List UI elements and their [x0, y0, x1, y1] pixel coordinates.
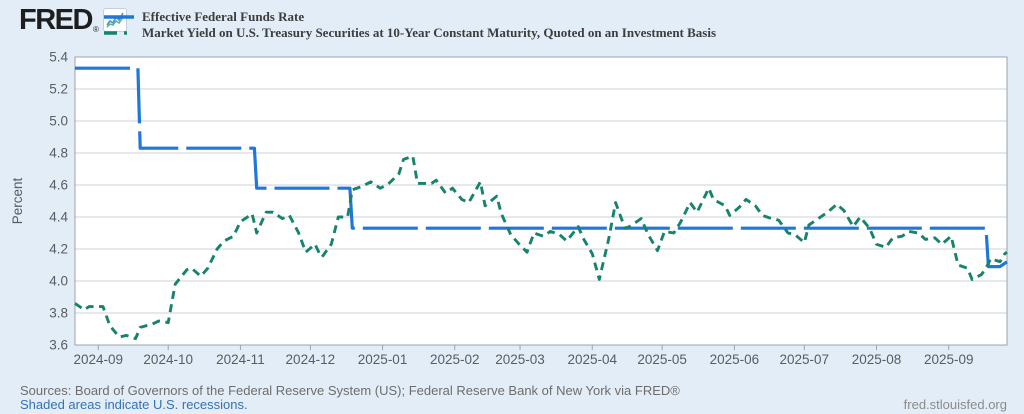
chart-legend: Effective Federal Funds Rate Market Yiel…: [103, 9, 716, 41]
chart-canvas: 3.6 3.8 4.0 4.2 4.4 4.6 4.8 5.0 5.2 5.4 2024-09 202…: [10, 50, 1008, 367]
legend-item-dgs10: Market Yield on U.S. Treasury Securities…: [103, 25, 716, 41]
x-tick-label: 2024-09: [74, 352, 124, 367]
fred-logo[interactable]: FRED ®: [19, 6, 127, 35]
y-tick-label: 4.8: [49, 146, 68, 161]
x-tick-label: 2025-01: [358, 352, 408, 367]
x-tick-label: 2025-05: [637, 352, 687, 367]
series-line-10-year-treasury-yield: [74, 154, 1008, 341]
legend-label-dgs10: Market Yield on U.S. Treasury Securities…: [142, 25, 717, 40]
fred-site-link[interactable]: fred.stlouisfed.org: [903, 397, 1007, 412]
fred-logo-text: FRED: [19, 4, 93, 36]
y-tick-label: 4.4: [49, 210, 68, 225]
y-tick-label: 3.6: [49, 338, 68, 353]
plot-border: [74, 56, 1008, 346]
y-tick-label: 5.4: [49, 50, 68, 65]
y-tick-label: 4.6: [49, 178, 68, 193]
recessions-note-link[interactable]: Shaded areas indicate U.S. recessions.: [20, 397, 248, 412]
x-tick-label: 2025-08: [852, 352, 902, 367]
y-tick-label: 5.0: [49, 114, 68, 129]
x-tick-label: 2025-04: [567, 352, 617, 367]
y-tick-label: 4.0: [49, 274, 68, 289]
x-tick-label: 2025-09: [924, 352, 974, 367]
x-tick-label: 2025-07: [780, 352, 830, 367]
fred-sparkline-icon: [102, 8, 127, 32]
legend-swatch-solid-line: [104, 15, 134, 19]
series-line-effective-federal-funds-rate: [75, 66, 1008, 269]
y-axis-title: Percent: [10, 177, 25, 224]
y-tick-label: 5.2: [49, 82, 68, 97]
sources-note: Sources: Board of Governors of the Feder…: [20, 383, 680, 398]
x-tick-label: 2025-02: [430, 352, 480, 367]
y-tick-label: 3.8: [49, 306, 68, 321]
x-tick-label: 2024-11: [216, 352, 265, 367]
x-tick-label: 2024-12: [286, 352, 336, 367]
x-tick-label: 2024-10: [143, 352, 193, 367]
legend-label-effr: Effective Federal Funds Rate: [142, 9, 305, 24]
x-tick-label: 2025-03: [495, 352, 545, 367]
legend-item-effr: Effective Federal Funds Rate: [103, 9, 716, 25]
y-tick-label: 4.2: [49, 242, 68, 257]
fred-logo-registered-mark: ®: [92, 25, 99, 34]
plot-area: [75, 57, 1007, 345]
legend-swatch-dash-dot-line: [104, 31, 134, 35]
x-tick-label: 2025-06: [710, 352, 760, 367]
